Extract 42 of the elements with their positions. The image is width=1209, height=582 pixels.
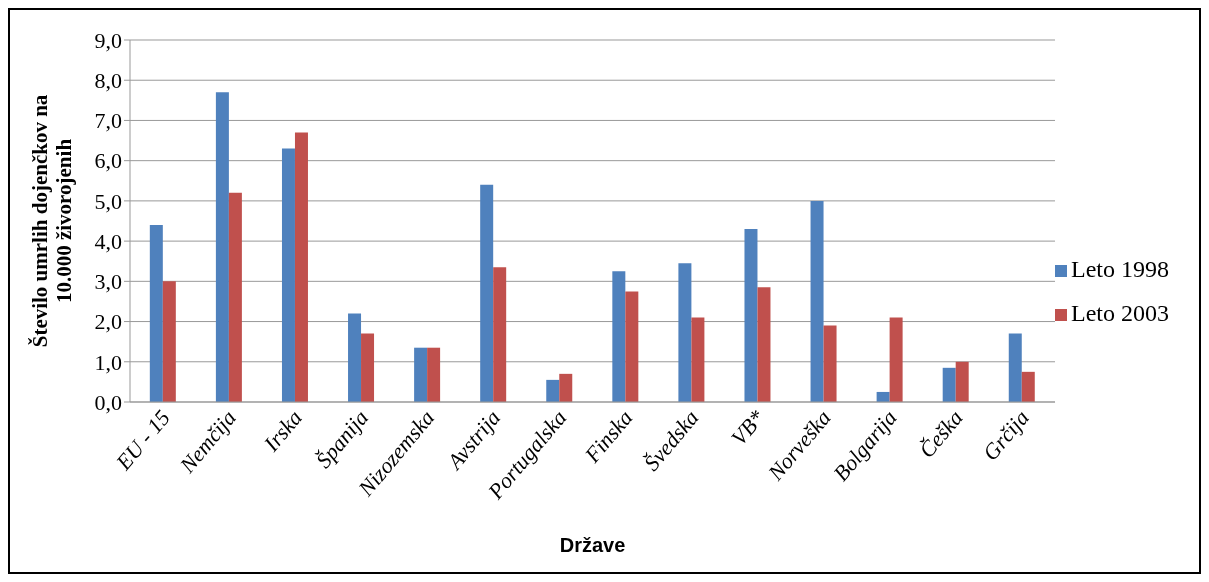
y-tick-label: 9,0 bbox=[94, 27, 122, 53]
y-tick-label: 7,0 bbox=[94, 108, 122, 134]
bar bbox=[427, 347, 441, 402]
x-tick-label: VB* bbox=[726, 405, 770, 451]
bar bbox=[823, 325, 837, 402]
bar bbox=[149, 225, 163, 402]
y-tick-label: 1,0 bbox=[94, 349, 122, 375]
bar bbox=[889, 317, 903, 402]
bar bbox=[162, 281, 176, 402]
bar bbox=[942, 367, 956, 402]
bar bbox=[757, 287, 771, 402]
bar bbox=[281, 148, 295, 402]
bar bbox=[493, 267, 507, 402]
bar bbox=[414, 347, 428, 402]
y-tick-label: 5,0 bbox=[94, 188, 122, 214]
bar bbox=[228, 192, 242, 402]
bar bbox=[678, 263, 692, 402]
y-tick-label: 6,0 bbox=[94, 148, 122, 174]
bar bbox=[955, 361, 969, 402]
bar bbox=[1021, 371, 1035, 402]
bar bbox=[691, 317, 705, 402]
bar bbox=[612, 271, 626, 402]
bar bbox=[294, 132, 308, 402]
legend-label: Leto 2003 bbox=[1071, 300, 1169, 326]
bar bbox=[625, 291, 639, 402]
x-axis-title: Države bbox=[559, 534, 626, 556]
y-tick-label: 0,0 bbox=[94, 389, 122, 415]
bar bbox=[480, 184, 494, 402]
y-tick-label: 2,0 bbox=[94, 309, 122, 335]
bar bbox=[744, 229, 758, 402]
bar bbox=[215, 92, 229, 402]
bar bbox=[1008, 333, 1022, 402]
y-tick-label: 4,0 bbox=[94, 228, 122, 254]
bar bbox=[810, 200, 824, 402]
y-tick-label: 3,0 bbox=[94, 269, 122, 295]
y-tick-label: 8,0 bbox=[94, 68, 122, 94]
bar bbox=[559, 373, 573, 402]
bar bbox=[361, 333, 375, 402]
y-axis-title: Število umrlih dojenčkov na 10.000 živorojenih bbox=[28, 94, 76, 348]
bar bbox=[546, 379, 560, 402]
legend-label: Leto 1998 bbox=[1071, 256, 1169, 282]
bar bbox=[348, 313, 362, 402]
